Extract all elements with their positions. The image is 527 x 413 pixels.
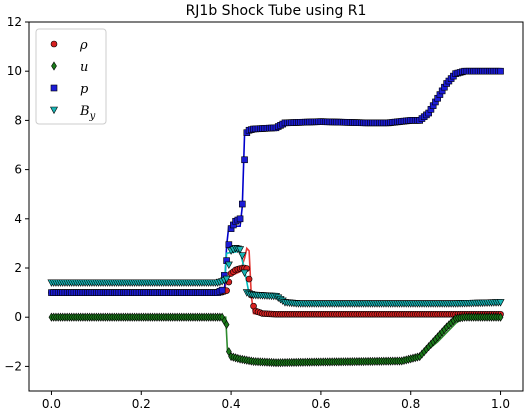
plot-frame [28,21,524,392]
series-markers [47,67,505,368]
data-point-u [497,312,504,322]
x-tick-label: 0.4 [222,397,241,411]
legend-box [35,28,107,125]
y-tick-label: −2 [4,359,22,373]
data-point-u [223,320,230,330]
legend: ρup By [35,28,107,125]
data-point-b-y [222,275,231,284]
data-point-b-y [238,252,247,260]
data-point-b-y [224,261,233,270]
y-tick-label: 10 [7,64,22,78]
legend-marker-rho [50,40,58,48]
legend-marker-p [50,84,58,92]
series-markers-b-y [47,245,505,308]
data-point-b-y [240,269,249,278]
y-tick-label: 4 [14,212,22,226]
legend-marker-b-y [49,106,59,115]
data-point-p [218,286,226,294]
data-point-p [497,67,504,75]
data-point-rho [245,275,253,283]
legend-label-p: p [80,82,89,97]
legend-label-rho: ρ [79,38,88,53]
axes: 0.0 0.2 0.4 0.6 0.8 1.0 −2 0 2 4 6 8 10 12 [4,15,510,411]
data-point-p [236,215,244,223]
x-tick-label: 0.0 [42,397,61,411]
y-tick-label: 6 [14,163,22,177]
data-point-p [239,200,246,208]
series-markers-p [48,67,504,296]
y-tick-label: 0 [14,310,22,324]
legend-label-b-y: By [79,104,96,122]
data-point-p [241,156,248,164]
legend-label-u: u [80,60,88,75]
x-tick-label: 0.6 [311,397,330,411]
data-point-b-y [496,299,505,307]
x-tick-label: 1.0 [491,397,510,411]
y-tick-label: 2 [14,261,22,275]
chart-title: RJ1b Shock Tube using R1 [186,3,367,19]
x-tick-label: 0.8 [401,397,420,411]
data-point-b-y [236,246,245,254]
legend-marker-u [51,61,57,71]
x-tick-label: 0.2 [132,397,151,411]
y-tick-label: 12 [7,15,22,29]
series-markers-u [48,312,504,368]
y-tick-label: 8 [14,113,22,127]
